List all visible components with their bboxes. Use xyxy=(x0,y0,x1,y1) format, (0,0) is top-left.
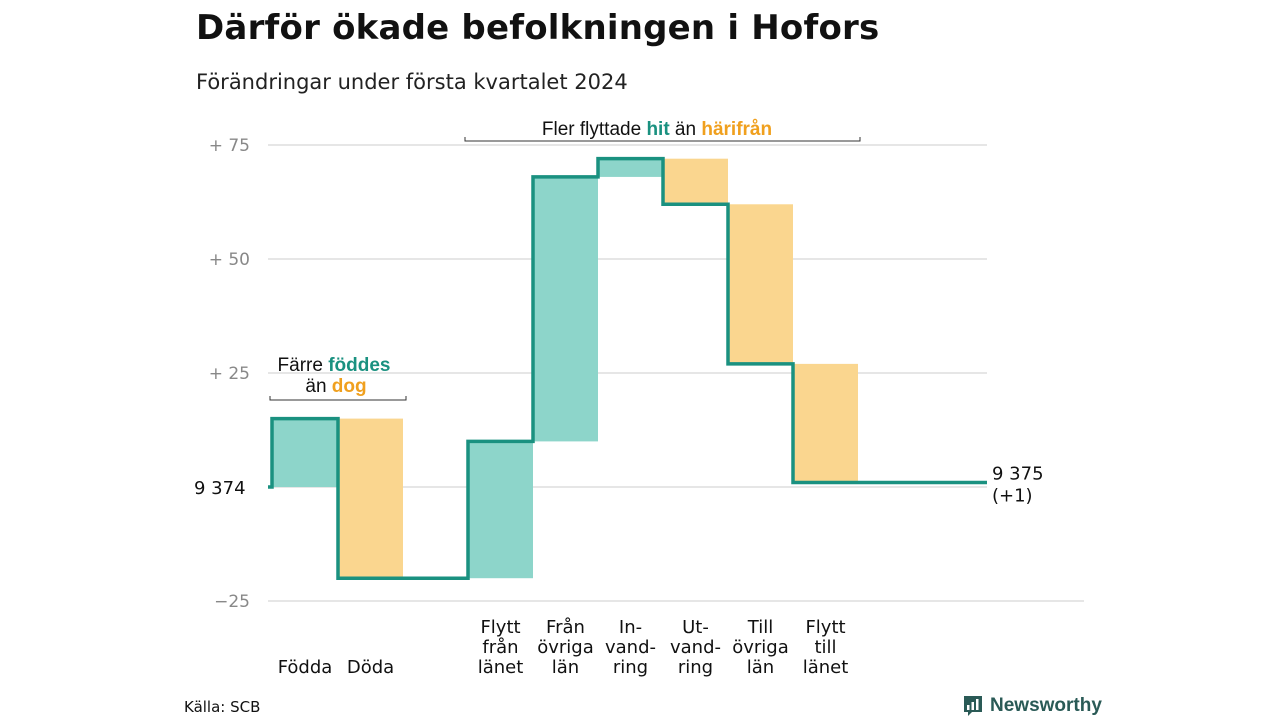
y-tick-label: + 50 xyxy=(209,250,250,270)
category-label: från xyxy=(482,637,518,658)
category-label: In- xyxy=(619,617,642,638)
bar-increase xyxy=(533,176,598,442)
chart-title: Därför ökade befolkningen i Hofors xyxy=(196,8,880,48)
y-tick-label: + 25 xyxy=(209,364,250,384)
category-label: ring xyxy=(613,657,648,678)
end-label-change: (+1) xyxy=(992,485,1033,506)
y-tick-label: + 75 xyxy=(209,136,250,156)
bar-increase xyxy=(598,158,663,177)
category-label: länet xyxy=(478,657,524,678)
annotation-migration-bracket xyxy=(464,137,861,142)
annotation-births-line1: Färre föddes xyxy=(278,355,391,376)
bar-decrease xyxy=(663,158,728,205)
brand-logo: Newsworthy xyxy=(962,694,1102,718)
category-label: Födda xyxy=(278,657,333,678)
annotation-births-line2: än dog xyxy=(305,376,366,397)
bar-increase xyxy=(272,418,338,487)
bar-decrease xyxy=(728,204,793,364)
newsworthy-icon xyxy=(964,696,982,716)
baseline-label: 9 374 xyxy=(194,478,246,499)
category-label: vand- xyxy=(670,637,721,658)
step-line xyxy=(268,156,987,580)
bar-decrease xyxy=(338,418,403,579)
category-label: länet xyxy=(803,657,849,678)
category-label: Flytt xyxy=(805,617,845,638)
annotation-births-bracket xyxy=(269,396,407,401)
category-label: län xyxy=(552,657,579,678)
category-label: till xyxy=(814,637,836,658)
category-label: ring xyxy=(678,657,713,678)
category-label: Döda xyxy=(347,657,394,678)
bar-increase xyxy=(468,441,533,579)
bars xyxy=(272,158,858,579)
category-label: vand- xyxy=(605,637,656,658)
category-label: övriga xyxy=(537,637,594,658)
chart-subtitle: Förändringar under första kvartalet 2024 xyxy=(196,70,628,94)
category-label: Från xyxy=(546,617,585,638)
category-label: län xyxy=(747,657,774,678)
category-label: Flytt xyxy=(480,617,520,638)
bar-decrease xyxy=(793,363,858,483)
source-note: Källa: SCB xyxy=(184,698,261,716)
annotation-migration: Fler flyttade hit än härifrån xyxy=(542,119,772,140)
category-label: övriga xyxy=(732,637,789,658)
end-label-value: 9 375 xyxy=(992,463,1044,484)
y-tick-label: −25 xyxy=(214,592,250,612)
category-label: Ut- xyxy=(682,617,709,638)
category-label: Till xyxy=(747,617,773,638)
cumulative-line xyxy=(268,156,987,580)
brand-name: Newsworthy xyxy=(990,695,1102,716)
